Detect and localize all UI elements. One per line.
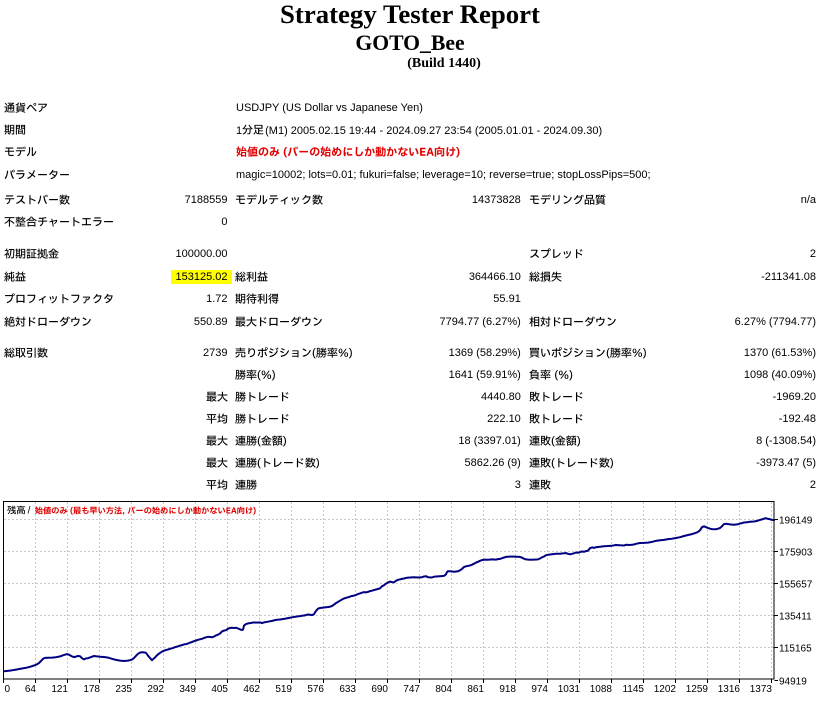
svg-text:405: 405 [211,684,228,695]
svg-text:519: 519 [275,684,292,695]
svg-text:155657: 155657 [779,580,813,591]
svg-text:576: 576 [307,684,324,695]
svg-text:861: 861 [467,684,484,695]
svg-text:747: 747 [403,684,420,695]
svg-text:462: 462 [243,684,260,695]
svg-text:1031: 1031 [558,684,581,695]
svg-text:974: 974 [531,684,548,695]
svg-text:/: / [28,506,31,517]
svg-text:121: 121 [51,684,68,695]
svg-text:94919: 94919 [779,677,807,688]
svg-text:292: 292 [147,684,164,695]
svg-text:1145: 1145 [622,684,644,695]
svg-text:1316: 1316 [718,684,741,695]
svg-text:1088: 1088 [590,684,613,695]
svg-text:349: 349 [179,684,196,695]
svg-text:0: 0 [5,684,11,695]
svg-text:690: 690 [371,684,388,695]
svg-text:175903: 175903 [779,548,813,559]
svg-text:64: 64 [25,684,37,695]
svg-text:235: 235 [115,684,132,695]
svg-text:918: 918 [499,684,516,695]
svg-text:1202: 1202 [654,684,677,695]
svg-text:178: 178 [83,684,100,695]
svg-text:804: 804 [435,684,452,695]
svg-text:196149: 196149 [779,516,813,527]
svg-text:1373: 1373 [750,684,773,695]
svg-text:1259: 1259 [686,684,709,695]
svg-text:135411: 135411 [779,612,812,623]
svg-text:633: 633 [339,684,356,695]
svg-text:115165: 115165 [779,644,812,655]
